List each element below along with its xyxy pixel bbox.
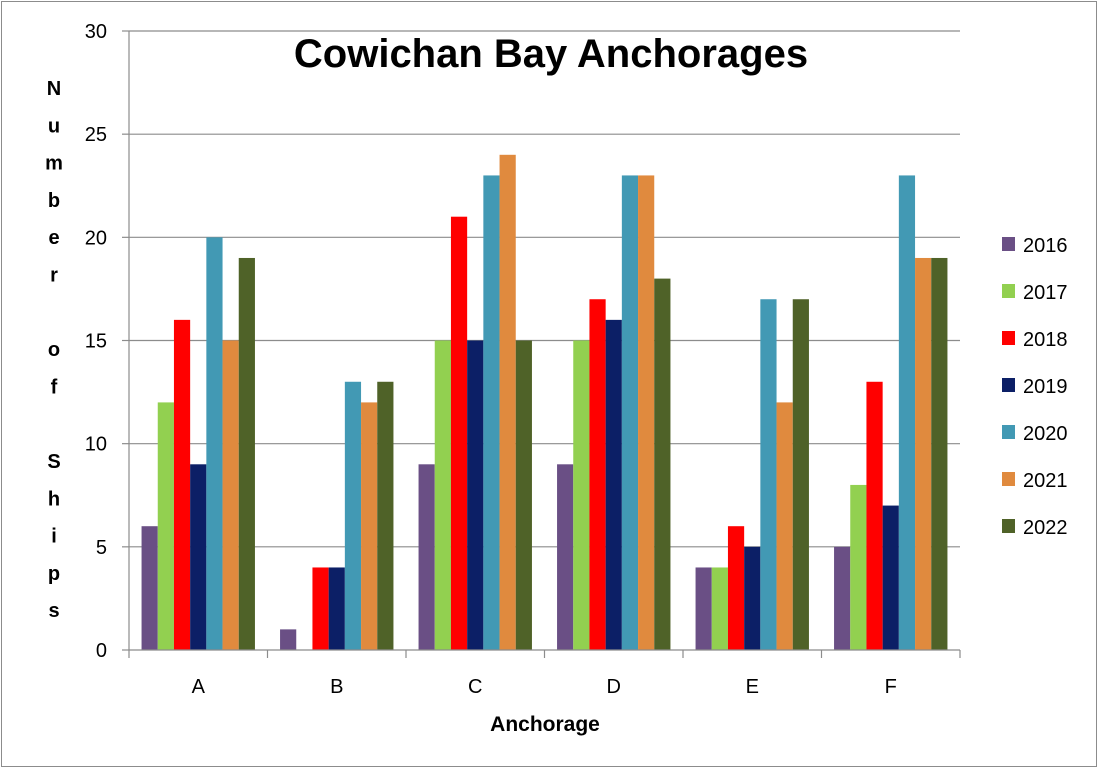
bar-2021-E [776, 402, 793, 650]
y-axis-label-char: e [48, 227, 59, 249]
legend-swatch-2017 [1002, 284, 1015, 298]
y-axis-label-char: r [50, 265, 58, 287]
bar-2018-D [589, 299, 606, 650]
bar-2021-A [222, 340, 239, 650]
bar-2018-A [173, 319, 191, 650]
legend-swatch-2021 [1002, 472, 1015, 486]
y-axis-label-char: i [51, 526, 57, 548]
y-tick-label: 0 [96, 640, 107, 662]
bar-2022-C [515, 340, 532, 650]
bar-2019-C [467, 340, 484, 650]
bar-2020-B [344, 381, 362, 650]
y-axis-label-char: b [48, 190, 60, 212]
y-tick-labels: 0 5 10 15 20 25 30 [85, 21, 107, 662]
bar-2017-F [850, 484, 867, 650]
bar-2021-B [361, 402, 378, 650]
bar-2019-A [190, 464, 207, 650]
legend-swatch-2018 [1002, 331, 1015, 345]
y-axis-label-char: N [47, 78, 61, 100]
legend: 2016 2017 2018 2019 2020 2021 2022 [1002, 235, 1068, 539]
bar-2016-E [695, 567, 712, 650]
x-tick-label: E [746, 676, 759, 698]
legend-swatch-2020 [1002, 425, 1015, 439]
bar-2022-D [654, 278, 671, 650]
y-tick-label: 20 [85, 227, 107, 249]
legend-label: 2017 [1023, 282, 1068, 304]
y-tick-label: 15 [85, 331, 107, 353]
y-tick-label: 30 [85, 21, 107, 43]
y-axis-label-char: o [48, 339, 60, 361]
legend-label: 2019 [1023, 376, 1068, 398]
x-axis-label: Anchorage [490, 713, 600, 736]
y-tick-label: 5 [96, 537, 107, 559]
x-tick-label: C [468, 676, 482, 698]
bar-2020-D [621, 175, 639, 650]
x-tick-label: D [607, 676, 621, 698]
x-tick-label: A [192, 676, 206, 698]
bar-2017-E [711, 567, 728, 650]
bar-2017-C [434, 340, 451, 650]
bar-2016-D [557, 464, 574, 650]
bar-2022-B [377, 381, 394, 650]
bar-2016-C [418, 464, 435, 650]
y-axis-label-char: S [47, 451, 60, 473]
legend-label: 2022 [1023, 517, 1068, 539]
bar-2018-E [727, 526, 745, 650]
y-axis-label-char: u [48, 115, 60, 137]
bar-2021-C [499, 154, 516, 651]
bar-2019-B [328, 567, 345, 650]
bar-2017-D [573, 340, 590, 650]
axes [122, 30, 961, 658]
bar-2018-F [866, 381, 883, 650]
x-tick-labels: A B C D E F [192, 676, 897, 698]
bar-2016-B [280, 629, 297, 650]
y-axis-label-char: m [45, 153, 63, 175]
y-axis-label-char: s [48, 600, 59, 622]
y-tick-label: 25 [85, 124, 107, 146]
legend-label: 2020 [1023, 423, 1068, 445]
bar-2019-F [882, 505, 899, 650]
bar-2019-E [744, 546, 761, 650]
y-axis-label-char: p [48, 563, 60, 585]
bar-2018-B [312, 567, 329, 650]
bar-2016-A [141, 526, 158, 650]
legend-label: 2021 [1023, 470, 1068, 492]
gridlines [129, 30, 960, 548]
legend-swatch-2022 [1002, 519, 1015, 533]
legend-label: 2016 [1023, 235, 1068, 257]
x-tick-label: B [330, 676, 343, 698]
bar-2018-C [450, 216, 468, 650]
bar-2020-A [206, 237, 223, 651]
bar-2021-F [915, 257, 932, 650]
bar-2021-D [638, 175, 655, 650]
bar-2017-A [157, 402, 174, 650]
legend-label: 2018 [1023, 329, 1068, 351]
chart-title: Cowichan Bay Anchorages [294, 32, 808, 76]
bar-2019-D [605, 319, 622, 650]
legend-swatch-2016 [1002, 237, 1015, 251]
y-axis-label-char: f [51, 376, 58, 398]
bar-2016-F [834, 546, 851, 650]
bar-2020-C [483, 175, 500, 650]
bar-2020-F [898, 175, 916, 650]
bar-2022-E [792, 299, 809, 650]
bar-2022-A [238, 257, 255, 650]
bar-2022-F [931, 257, 948, 650]
y-axis-label-char: h [48, 488, 60, 510]
x-tick-label: F [885, 676, 897, 698]
legend-swatch-2019 [1002, 378, 1015, 392]
y-tick-label: 10 [85, 434, 107, 456]
bars [141, 154, 948, 651]
bar-2020-E [760, 299, 777, 650]
